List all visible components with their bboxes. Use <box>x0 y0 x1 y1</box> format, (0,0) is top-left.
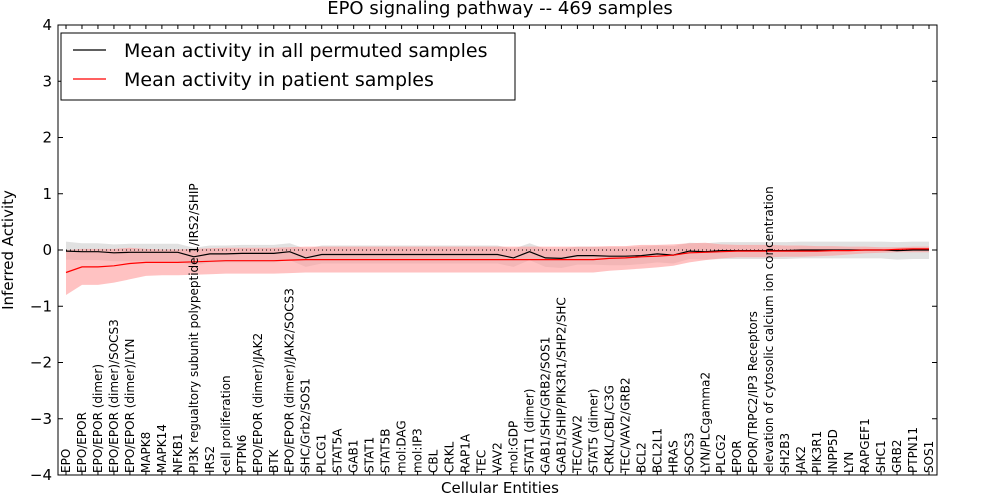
x-category-label: EPOR <box>730 440 744 473</box>
x-category-label: BCL2 <box>634 442 648 473</box>
y-tick-label: −2 <box>30 354 52 372</box>
chart-title: EPO signaling pathway -- 469 samples <box>327 0 673 19</box>
y-tick-label: 4 <box>42 16 52 34</box>
x-category-label: NFKB1 <box>171 433 185 473</box>
x-category-label: PIK3R1 <box>810 431 824 473</box>
x-category-label: mol:DAG <box>395 420 409 473</box>
x-category-label: STAT5 (dimer) <box>586 389 600 473</box>
x-category-label: IRS2 <box>203 446 217 473</box>
x-category-label: JAK2 <box>794 446 808 474</box>
x-category-label: EPO/EPOR (dimer) <box>91 364 105 473</box>
y-tick-label: 3 <box>42 72 52 90</box>
x-category-label: BCL2L1 <box>650 428 664 473</box>
x-category-label: PTPN11 <box>906 427 920 473</box>
x-category-label: CRKL <box>443 441 457 473</box>
legend-box <box>60 32 516 101</box>
x-category-label: STAT1 (dimer) <box>523 389 537 473</box>
x-category-label: RAPGEF1 <box>858 418 872 473</box>
x-category-label: mol:GDP <box>507 421 521 473</box>
x-category-label: STAT1 <box>363 437 377 473</box>
x-category-label: SOS1 <box>922 441 936 473</box>
y-tick-label: 0 <box>42 241 52 259</box>
x-category-label: elevation of cytosolic calcium ion conce… <box>762 186 776 473</box>
x-category-label: EPO/EPOR <box>75 412 89 473</box>
x-category-label: PI3K regualtory subunit polypeptide 1/IR… <box>187 183 201 473</box>
x-category-label: PTPN6 <box>235 435 249 473</box>
x-category-label: LYN/PLCgamma2 <box>698 372 712 473</box>
y-tick-label: −3 <box>30 410 52 428</box>
x-category-label: EPOR/TRPC2/IP3 Receptors <box>746 311 760 473</box>
x-category-label: LYN <box>842 452 856 473</box>
x-category-label: GAB1 <box>347 440 361 473</box>
x-category-label: EPO/EPOR (dimer)/JAK2/SOCS3 <box>283 288 297 473</box>
x-category-label: HRAS <box>666 440 680 473</box>
y-tick-label: 2 <box>42 129 52 147</box>
x-axis-label: Cellular Entities <box>441 479 559 497</box>
x-category-label: STAT5B <box>379 429 393 474</box>
series-line-1 <box>65 248 929 274</box>
x-category-label: PLCG1 <box>315 434 329 473</box>
x-axis-ticks: EPO EPO/EPOR EPO/EPOR (dimer) EPO/EPOR (dim… <box>59 25 936 475</box>
x-category-label: EPO/EPOR (dimer)/JAK2 <box>251 333 265 473</box>
x-category-label: INPP5D <box>826 429 840 473</box>
y-axis-ticks: −4 −3 −2 −1 0 1 2 3 4 <box>30 16 937 484</box>
x-category-label: EPO/EPOR (dimer)/LYN <box>123 339 137 473</box>
x-category-label: SHC/Grb2/SOS1 <box>299 378 313 473</box>
y-tick-label: 1 <box>42 185 52 203</box>
x-category-label: TEC/VAV2 <box>570 415 584 474</box>
x-category-label: GRB2 <box>890 439 904 473</box>
x-category-label: mol:IP3 <box>411 428 425 473</box>
x-category-label: EPO <box>59 449 73 473</box>
x-category-label: SH2B3 <box>778 433 792 473</box>
y-tick-label: −4 <box>30 466 52 484</box>
legend: Mean activity in all permuted samples Mea… <box>60 32 516 101</box>
x-category-label: SOCS3 <box>682 432 696 473</box>
x-category-label: GAB1/SHC/GRB2/SOS1 <box>538 337 552 473</box>
x-category-label: CRKL/CBL/C3G <box>602 385 616 473</box>
x-category-label: CBL <box>427 449 441 473</box>
y-axis-label: Inferred Activity <box>0 190 17 310</box>
x-category-label: GAB1/SHIP/PIK3R1/SHP2/SHC <box>554 297 568 473</box>
legend-label-0: Mean activity in all permuted samples <box>124 40 487 62</box>
x-category-label: VAV2 <box>491 442 505 473</box>
x-category-label: MAPK14 <box>155 424 169 473</box>
x-category-label: TEC/VAV2/GRB2 <box>618 377 632 474</box>
band-series-1 <box>66 242 929 295</box>
x-category-label: MAPK8 <box>139 432 153 473</box>
x-category-label: EPO/EPOR (dimer)/SOCS3 <box>107 319 121 473</box>
x-category-label: TEC <box>475 450 489 474</box>
x-category-label: PLCG2 <box>714 434 728 473</box>
x-category-label: BTK <box>267 448 281 473</box>
y-tick-label: −1 <box>30 297 52 315</box>
legend-label-1: Mean activity in patient samples <box>124 69 434 91</box>
x-category-label: SHC1 <box>874 440 888 473</box>
x-category-label: STAT5A <box>331 428 345 473</box>
x-category-label: RAP1A <box>459 433 473 473</box>
series-lines <box>65 248 929 274</box>
x-category-label: cell proliferation <box>219 375 233 473</box>
